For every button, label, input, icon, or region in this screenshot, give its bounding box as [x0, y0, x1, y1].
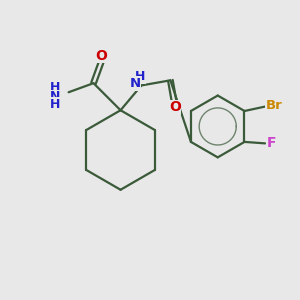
- Text: H: H: [50, 81, 61, 94]
- Text: H: H: [135, 70, 145, 83]
- Text: O: O: [169, 100, 181, 114]
- Text: N: N: [50, 90, 61, 103]
- Text: Br: Br: [266, 100, 283, 112]
- Text: O: O: [96, 49, 107, 63]
- Text: F: F: [267, 136, 276, 150]
- Text: N: N: [129, 77, 140, 90]
- Text: H: H: [50, 98, 61, 111]
